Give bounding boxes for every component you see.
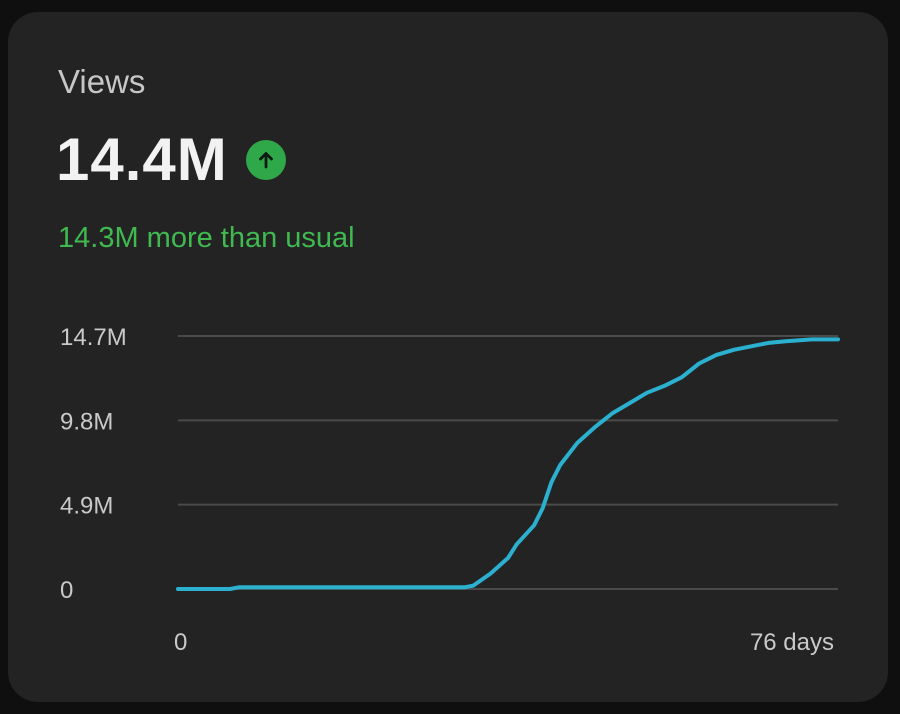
y-tick-label: 9.8M bbox=[60, 408, 113, 435]
views-value: 14.4M bbox=[56, 126, 228, 193]
card-title: Views bbox=[58, 63, 146, 100]
arrow-up-icon bbox=[245, 140, 286, 180]
views-series-line bbox=[176, 337, 840, 591]
gridlines bbox=[178, 335, 838, 590]
x-axis-ticks: 0 76 days bbox=[174, 629, 834, 656]
trend-subtitle: 14.3M more than usual bbox=[58, 222, 355, 254]
y-tick-label: 14.7M bbox=[60, 324, 127, 351]
y-tick-label: 0 bbox=[60, 577, 73, 604]
value-row: 14.4M bbox=[56, 124, 286, 196]
y-tick-label: 4.9M bbox=[60, 493, 113, 520]
x-tick-label: 76 days bbox=[750, 629, 834, 656]
y-axis-ticks: 0 4.9M 9.8M 14.7M bbox=[60, 324, 127, 604]
x-tick-label: 0 bbox=[174, 629, 187, 656]
